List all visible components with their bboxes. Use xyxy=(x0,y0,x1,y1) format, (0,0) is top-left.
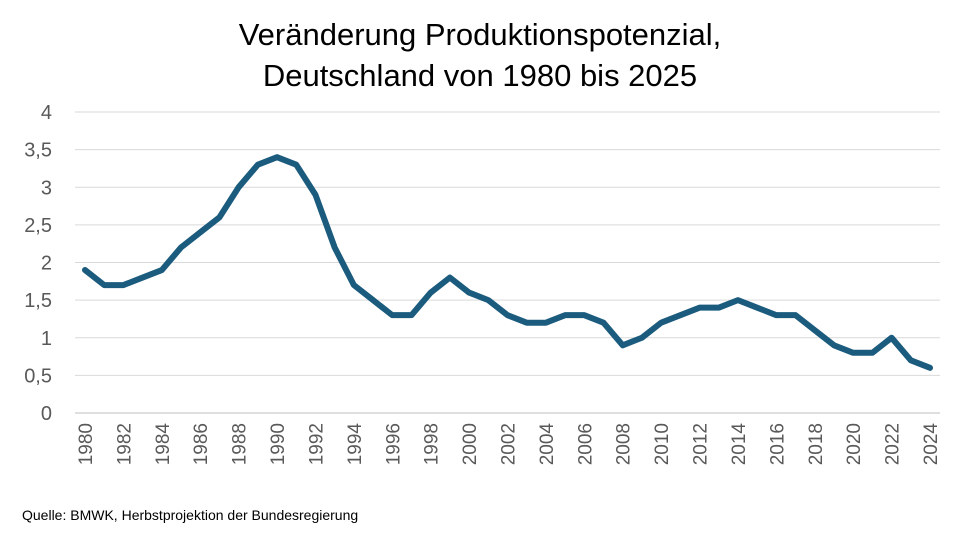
x-tick-label: 2000 xyxy=(460,423,481,465)
x-tick-label: 1984 xyxy=(153,423,174,466)
x-tick-label: 2012 xyxy=(691,423,712,465)
x-tick-label: 1986 xyxy=(191,423,212,465)
y-tick-label: 0,5 xyxy=(24,365,52,387)
y-tick-label: 3 xyxy=(41,177,52,199)
y-tick-label: 2 xyxy=(41,253,52,275)
y-tick-label: 4 xyxy=(41,102,52,124)
source-note: Quelle: BMWK, Herbstprojektion der Bunde… xyxy=(22,507,359,523)
y-tick-label: 1,5 xyxy=(24,290,52,312)
x-tick-label: 2006 xyxy=(575,423,596,465)
x-tick-label: 1990 xyxy=(268,423,289,465)
gridlines xyxy=(75,111,940,414)
x-tick-label: 1994 xyxy=(345,423,366,466)
x-tick-label: 2004 xyxy=(537,423,558,466)
x-tick-label: 1988 xyxy=(230,423,251,465)
y-axis: 0 0,5 1 1,5 2 2,5 3 3,5 4 xyxy=(24,102,52,425)
chart-title-line-1: Veränderung Produktionspotenzial, xyxy=(238,17,722,52)
x-tick-label: 2018 xyxy=(806,423,827,465)
chart-title-line-2: Deutschland von 1980 bis 2025 xyxy=(262,58,698,93)
chart-title: Veränderung Produktionspotenzial, Deutsc… xyxy=(0,14,960,96)
x-tick-label: 2020 xyxy=(844,423,865,465)
x-tick-label: 1980 xyxy=(76,423,97,465)
y-tick-label: 1 xyxy=(41,328,52,350)
y-tick-label: 2,5 xyxy=(24,215,52,237)
x-tick-label: 2010 xyxy=(652,423,673,465)
x-tick-label: 2002 xyxy=(499,423,520,465)
x-tick-label: 1996 xyxy=(383,423,404,465)
x-axis: 1980 1982 1984 1986 1988 1990 1992 1994 1996 1998… xyxy=(76,423,942,466)
x-tick-label: 2008 xyxy=(614,423,635,465)
x-tick-label: 1998 xyxy=(422,423,443,465)
y-tick-label: 3,5 xyxy=(24,140,52,162)
y-tick-label: 0 xyxy=(41,403,52,425)
series-line xyxy=(82,154,933,371)
series-group xyxy=(82,154,933,371)
x-tick-label: 1982 xyxy=(114,423,135,465)
x-tick-label: 1992 xyxy=(306,423,327,465)
x-tick-label: 2022 xyxy=(883,423,904,465)
x-tick-label: 2016 xyxy=(767,423,788,465)
x-tick-label: 2024 xyxy=(921,423,942,466)
x-tick-label: 2014 xyxy=(729,423,750,466)
